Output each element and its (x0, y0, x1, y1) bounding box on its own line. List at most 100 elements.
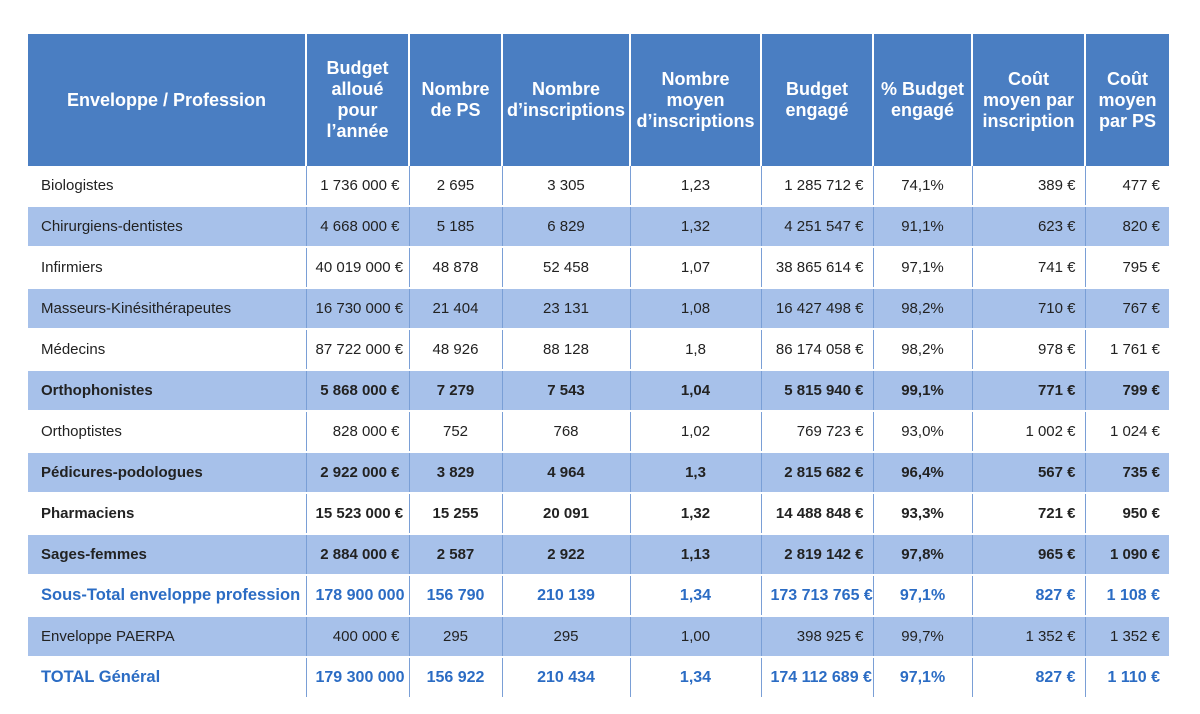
budget-alloue-cell: 40 019 000 € (306, 247, 410, 289)
nombre-inscriptions-cell: 2 922 (502, 534, 631, 576)
nombre-inscriptions-cell: 210 139 (502, 575, 631, 617)
cout-ps-cell: 1 761 € (1085, 329, 1169, 371)
profession-cell: Sages-femmes (28, 534, 307, 576)
cout-ps-cell: 1 090 € (1085, 534, 1169, 576)
cout-inscription-cell: 623 € (972, 206, 1086, 248)
nombre-ps-cell: 15 255 (409, 493, 503, 535)
nombre-moyen-cell: 1,8 (630, 329, 762, 371)
nombre-ps-cell: 5 185 (409, 206, 503, 248)
nombre-inscriptions-cell: 3 305 (502, 166, 631, 207)
nombre-ps-cell: 48 878 (409, 247, 503, 289)
pct-budget-cell: 98,2% (873, 329, 973, 371)
cout-inscription-cell: 710 € (972, 288, 1086, 330)
pct-budget-cell: 97,1% (873, 247, 973, 289)
header-row: Enveloppe / Profession Budget alloué pou… (28, 34, 1169, 166)
budget-table: Enveloppe / Profession Budget alloué pou… (28, 34, 1169, 699)
header-budget-engage: Budget engagé (761, 34, 874, 166)
table-row: Pharmaciens 15 523 000 €15 255 20 091 1,32 1… (28, 493, 1169, 535)
table-row: Pédicures-podologues 2 922 000 €3 829 4 96… (28, 452, 1169, 494)
pct-budget-cell: 91,1% (873, 206, 973, 248)
cout-inscription-cell: 1 352 € (972, 616, 1086, 658)
cout-ps-cell: 735 € (1085, 452, 1169, 494)
nombre-ps-cell: 21 404 (409, 288, 503, 330)
pct-budget-cell: 93,3% (873, 493, 973, 535)
nombre-inscriptions-cell: 88 128 (502, 329, 631, 371)
profession-cell: Médecins (28, 329, 307, 371)
budget-alloue-cell: 2 922 000 € (306, 452, 410, 494)
budget-engage-cell: 4 251 547 € (761, 206, 874, 248)
budget-alloue-cell: 828 000 € (306, 411, 410, 453)
budget-table-container: Enveloppe / Profession Budget alloué pou… (28, 34, 1169, 699)
nombre-ps-cell: 156 790 (409, 575, 503, 617)
nombre-inscriptions-cell: 23 131 (502, 288, 631, 330)
table-row: Orthophonistes 5 868 000 €7 279 7 543 1,04 5… (28, 370, 1169, 412)
nombre-inscriptions-cell: 52 458 (502, 247, 631, 289)
cout-inscription-cell: 741 € (972, 247, 1086, 289)
header-cout-moyen-inscription: Coût moyen par inscription (972, 34, 1086, 166)
cout-ps-cell: 477 € (1085, 166, 1169, 207)
cout-inscription-cell: 567 € (972, 452, 1086, 494)
nombre-ps-cell: 2 587 (409, 534, 503, 576)
budget-engage-cell: 769 723 € (761, 411, 874, 453)
nombre-ps-cell: 295 (409, 616, 503, 658)
profession-cell: Infirmiers (28, 247, 307, 289)
pct-budget-cell: 97,1% (873, 575, 973, 617)
nombre-moyen-cell: 1,08 (630, 288, 762, 330)
budget-alloue-cell: 1 736 000 € (306, 166, 410, 207)
profession-cell: Biologistes (28, 166, 307, 207)
nombre-moyen-cell: 1,23 (630, 166, 762, 207)
table-row: Orthoptistes 828 000 €752 768 1,02 769 723 €… (28, 411, 1169, 453)
profession-cell: Enveloppe PAERPA (28, 616, 307, 658)
header-nombre-ps: Nombre de PS (409, 34, 503, 166)
cout-ps-cell: 820 € (1085, 206, 1169, 248)
budget-engage-cell: 86 174 058 € (761, 329, 874, 371)
table-row: TOTAL Général 179 300 000 €156 922 210 434… (28, 657, 1169, 699)
profession-cell: Orthophonistes (28, 370, 307, 412)
budget-alloue-cell: 16 730 000 € (306, 288, 410, 330)
pct-budget-cell: 98,2% (873, 288, 973, 330)
pct-budget-cell: 93,0% (873, 411, 973, 453)
budget-alloue-cell: 178 900 000 € (306, 575, 410, 617)
profession-cell: Sous-Total enveloppe profession (28, 575, 307, 617)
nombre-inscriptions-cell: 295 (502, 616, 631, 658)
table-row: Masseurs-Kinésithérapeutes 16 730 000 €21… (28, 288, 1169, 330)
cout-ps-cell: 1 110 € (1085, 657, 1169, 699)
nombre-inscriptions-cell: 210 434 (502, 657, 631, 699)
budget-engage-cell: 14 488 848 € (761, 493, 874, 535)
table-row: Sages-femmes 2 884 000 €2 587 2 922 1,13 2 8… (28, 534, 1169, 576)
cout-ps-cell: 950 € (1085, 493, 1169, 535)
cout-inscription-cell: 389 € (972, 166, 1086, 207)
nombre-ps-cell: 7 279 (409, 370, 503, 412)
budget-engage-cell: 174 112 689 € (761, 657, 874, 699)
nombre-moyen-cell: 1,3 (630, 452, 762, 494)
cout-inscription-cell: 771 € (972, 370, 1086, 412)
nombre-ps-cell: 156 922 (409, 657, 503, 699)
profession-cell: Masseurs-Kinésithérapeutes (28, 288, 307, 330)
budget-engage-cell: 398 925 € (761, 616, 874, 658)
cout-inscription-cell: 827 € (972, 575, 1086, 617)
cout-ps-cell: 767 € (1085, 288, 1169, 330)
budget-engage-cell: 16 427 498 € (761, 288, 874, 330)
budget-alloue-cell: 400 000 € (306, 616, 410, 658)
profession-cell: Pédicures-podologues (28, 452, 307, 494)
table-row: Biologistes 1 736 000 €2 695 3 305 1,23 1 28… (28, 166, 1169, 207)
cout-inscription-cell: 978 € (972, 329, 1086, 371)
nombre-moyen-cell: 1,02 (630, 411, 762, 453)
profession-cell: Chirurgiens-dentistes (28, 206, 307, 248)
nombre-moyen-cell: 1,07 (630, 247, 762, 289)
budget-alloue-cell: 2 884 000 € (306, 534, 410, 576)
nombre-inscriptions-cell: 6 829 (502, 206, 631, 248)
nombre-moyen-cell: 1,34 (630, 657, 762, 699)
nombre-inscriptions-cell: 20 091 (502, 493, 631, 535)
budget-engage-cell: 5 815 940 € (761, 370, 874, 412)
header-nombre-moyen-inscriptions: Nombre moyen d’inscriptions (630, 34, 762, 166)
pct-budget-cell: 74,1% (873, 166, 973, 207)
profession-cell: Orthoptistes (28, 411, 307, 453)
cout-inscription-cell: 965 € (972, 534, 1086, 576)
table-row: Médecins 87 722 000 €48 926 88 128 1,8 86 17… (28, 329, 1169, 371)
budget-engage-cell: 2 819 142 € (761, 534, 874, 576)
table-row: Infirmiers 40 019 000 €48 878 52 458 1,07 38… (28, 247, 1169, 289)
table-body: Biologistes 1 736 000 €2 695 3 305 1,23 1 28… (28, 166, 1169, 699)
pct-budget-cell: 99,7% (873, 616, 973, 658)
header-pct-budget-engage: % Budget engagé (873, 34, 973, 166)
